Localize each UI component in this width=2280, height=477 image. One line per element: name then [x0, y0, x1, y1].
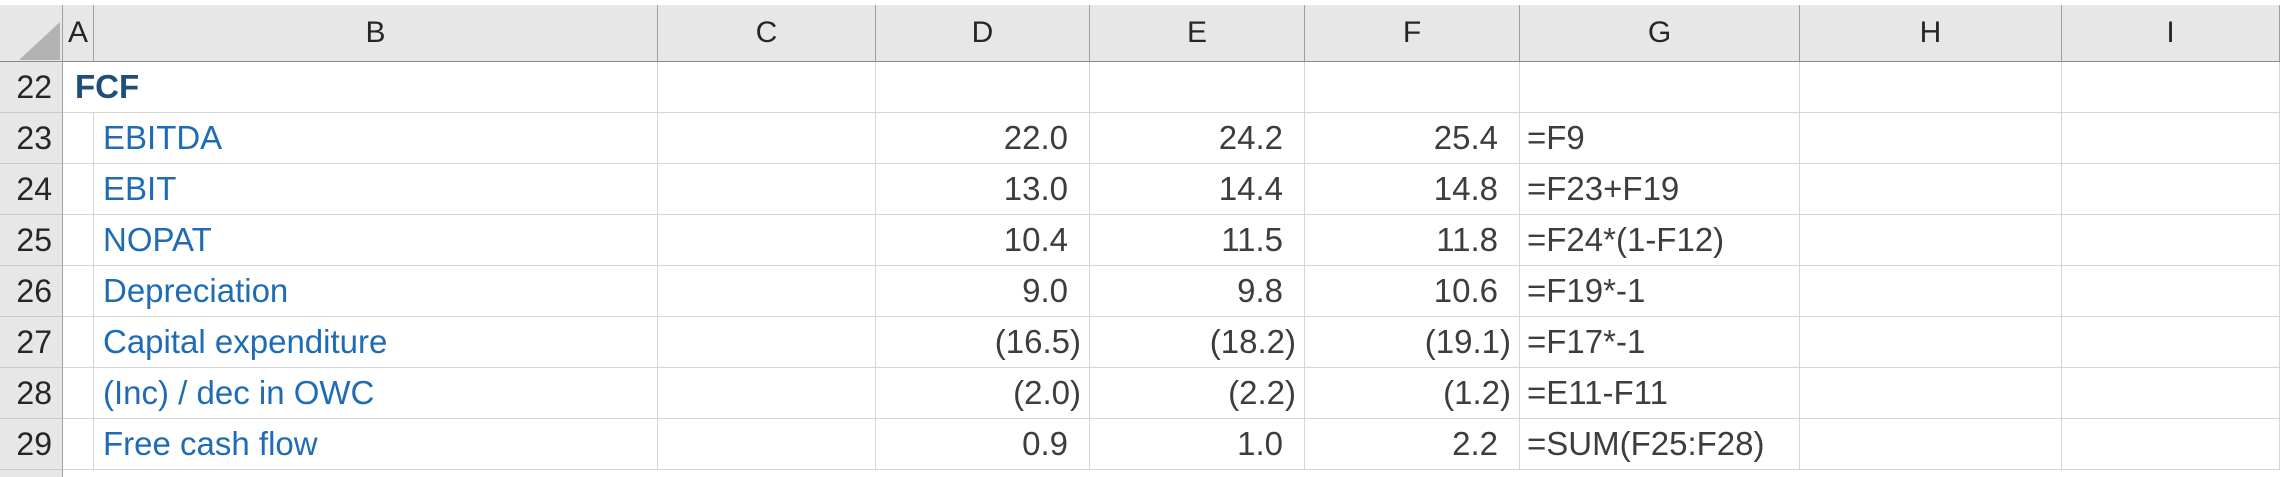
column-header-d[interactable]: D — [876, 5, 1090, 62]
cell-A28[interactable] — [63, 368, 94, 419]
row-header-28[interactable]: 28 — [0, 368, 63, 419]
cell-I22[interactable] — [2062, 62, 2280, 113]
cell-G24[interactable]: =F23+F19 — [1520, 164, 1800, 215]
cell-C22[interactable] — [658, 62, 876, 113]
cell-D25[interactable]: 10.4 — [876, 215, 1090, 266]
cell-C28[interactable] — [658, 368, 876, 419]
cell-I28[interactable] — [2062, 368, 2280, 419]
cell-B27[interactable]: Capital expenditure — [94, 317, 658, 368]
cell-A22[interactable]: FCF — [63, 62, 658, 113]
cell-F22[interactable] — [1305, 62, 1520, 113]
cell-C29[interactable] — [658, 419, 876, 470]
cell-H27[interactable] — [1800, 317, 2062, 368]
cell-D24[interactable]: 13.0 — [876, 164, 1090, 215]
cell-G22[interactable] — [1520, 62, 1800, 113]
cell-B28[interactable]: (Inc) / dec in OWC — [94, 368, 658, 419]
cell-E24[interactable]: 14.4 — [1090, 164, 1305, 215]
cell-B26[interactable]: Depreciation — [94, 266, 658, 317]
cell-E23[interactable]: 24.2 — [1090, 113, 1305, 164]
cell-C27[interactable] — [658, 317, 876, 368]
cell-H29[interactable] — [1800, 419, 2062, 470]
cell-I26[interactable] — [2062, 266, 2280, 317]
cell-F29[interactable]: 2.2 — [1305, 419, 1520, 470]
column-header-a[interactable]: A — [63, 5, 94, 62]
select-all-button[interactable] — [0, 5, 63, 62]
select-all-icon — [19, 22, 60, 60]
cell-F25[interactable]: 11.8 — [1305, 215, 1520, 266]
column-header-c[interactable]: C — [658, 5, 876, 62]
cell-C24[interactable] — [658, 164, 876, 215]
cell-A27[interactable] — [63, 317, 94, 368]
cell-G28[interactable]: =E11-F11 — [1520, 368, 1800, 419]
cell-E28[interactable]: (2.2) — [1090, 368, 1305, 419]
cell-B25[interactable]: NOPAT — [94, 215, 658, 266]
row-header-26[interactable]: 26 — [0, 266, 63, 317]
cell-G29[interactable]: =SUM(F25:F28) — [1520, 419, 1800, 470]
cell-H23[interactable] — [1800, 113, 2062, 164]
cell-D28[interactable]: (2.0) — [876, 368, 1090, 419]
cell-G23[interactable]: =F9 — [1520, 113, 1800, 164]
row-header-27[interactable]: 27 — [0, 317, 63, 368]
cell-C23[interactable] — [658, 113, 876, 164]
row-header-22[interactable]: 22 — [0, 62, 63, 113]
cell-E29[interactable]: 1.0 — [1090, 419, 1305, 470]
cell-I27[interactable] — [2062, 317, 2280, 368]
cell-E25[interactable]: 11.5 — [1090, 215, 1305, 266]
cell-A26[interactable] — [63, 266, 94, 317]
column-header-f[interactable]: F — [1305, 5, 1520, 62]
cell-F26[interactable]: 10.6 — [1305, 266, 1520, 317]
cell-F23[interactable]: 25.4 — [1305, 113, 1520, 164]
cell-F27[interactable]: (19.1) — [1305, 317, 1520, 368]
cell-H26[interactable] — [1800, 266, 2062, 317]
row-header-25[interactable]: 25 — [0, 215, 63, 266]
cell-E27[interactable]: (18.2) — [1090, 317, 1305, 368]
column-header-e[interactable]: E — [1090, 5, 1305, 62]
cell-E22[interactable] — [1090, 62, 1305, 113]
column-header-b[interactable]: B — [94, 5, 658, 62]
cell-C25[interactable] — [658, 215, 876, 266]
cell-F28[interactable]: (1.2) — [1305, 368, 1520, 419]
cell-D29[interactable]: 0.9 — [876, 419, 1090, 470]
cell-I24[interactable] — [2062, 164, 2280, 215]
cell-G26[interactable]: =F19*-1 — [1520, 266, 1800, 317]
cell-H28[interactable] — [1800, 368, 2062, 419]
column-header-h[interactable]: H — [1800, 5, 2062, 62]
column-header-i[interactable]: I — [2062, 5, 2280, 62]
row-header-23[interactable]: 23 — [0, 113, 63, 164]
cell-E26[interactable]: 9.8 — [1090, 266, 1305, 317]
cell-B24[interactable]: EBIT — [94, 164, 658, 215]
cell-F24[interactable]: 14.8 — [1305, 164, 1520, 215]
cell-I25[interactable] — [2062, 215, 2280, 266]
row-header-29[interactable]: 29 — [0, 419, 63, 470]
cell-I29[interactable] — [2062, 419, 2280, 470]
row-30-partial-cells[interactable] — [63, 470, 2280, 477]
cell-G25[interactable]: =F24*(1-F12) — [1520, 215, 1800, 266]
cell-B29[interactable]: Free cash flow — [94, 419, 658, 470]
cell-H25[interactable] — [1800, 215, 2062, 266]
cell-H24[interactable] — [1800, 164, 2062, 215]
cell-D27[interactable]: (16.5) — [876, 317, 1090, 368]
cell-A25[interactable] — [63, 215, 94, 266]
cell-D23[interactable]: 22.0 — [876, 113, 1090, 164]
cell-B23[interactable]: EBITDA — [94, 113, 658, 164]
column-header-g[interactable]: G — [1520, 5, 1800, 62]
cell-C26[interactable] — [658, 266, 876, 317]
cell-A29[interactable] — [63, 419, 94, 470]
cell-D22[interactable] — [876, 62, 1090, 113]
cell-A24[interactable] — [63, 164, 94, 215]
row-header-30-partial[interactable] — [0, 470, 63, 477]
cell-I23[interactable] — [2062, 113, 2280, 164]
cell-G27[interactable]: =F17*-1 — [1520, 317, 1800, 368]
cell-A23[interactable] — [63, 113, 94, 164]
cell-H22[interactable] — [1800, 62, 2062, 113]
row-header-24[interactable]: 24 — [0, 164, 63, 215]
cell-D26[interactable]: 9.0 — [876, 266, 1090, 317]
